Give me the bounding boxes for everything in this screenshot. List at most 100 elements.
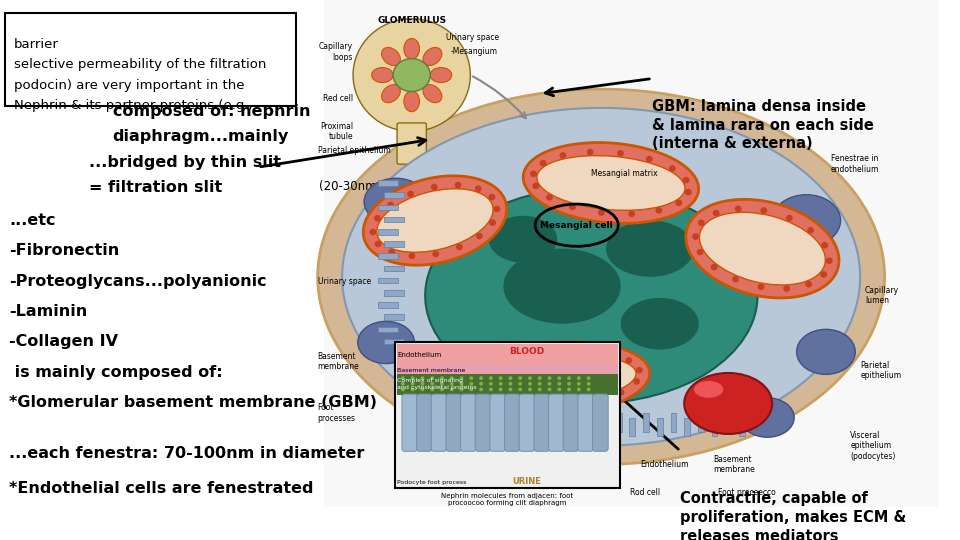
FancyBboxPatch shape [490,394,506,451]
Bar [378,278,397,284]
Text: Red cell: Red cell [323,94,353,103]
Ellipse shape [694,381,723,398]
Text: diaphragm...mainly: diaphragm...mainly [112,129,289,144]
Circle shape [401,382,405,386]
Bar [588,413,594,431]
Circle shape [409,253,416,259]
Text: Mesangial matrix: Mesangial matrix [591,169,658,178]
Text: Parietal epithelium: Parietal epithelium [318,146,391,154]
Text: Urinary space: Urinary space [445,33,499,42]
Ellipse shape [363,176,507,265]
FancyBboxPatch shape [445,394,462,451]
Bar [378,229,397,234]
Circle shape [460,382,464,386]
Circle shape [401,376,405,380]
Bar [643,413,649,431]
Circle shape [374,215,381,221]
Circle shape [528,382,532,386]
Bar [520,417,526,436]
Ellipse shape [423,85,442,103]
Bar [711,417,717,436]
Ellipse shape [503,248,621,323]
Text: proliferation, makes ECM &: proliferation, makes ECM & [681,510,906,525]
Circle shape [454,182,462,188]
Text: Mesangial cell: Mesangial cell [540,221,613,230]
Circle shape [805,281,812,287]
Ellipse shape [425,188,757,403]
Circle shape [786,215,793,221]
Circle shape [591,398,598,405]
Bar [397,345,618,365]
Bar [384,217,404,222]
Text: (20-30nm wide): (20-30nm wide) [319,180,413,193]
Circle shape [628,211,636,217]
Text: Capillary
lumen: Capillary lumen [865,286,900,305]
Text: and cytoskeletal proteins: and cytoskeletal proteins [397,385,477,390]
Circle shape [479,388,483,392]
Bar [378,180,397,186]
FancyBboxPatch shape [396,342,620,488]
Bar [534,413,540,431]
Circle shape [498,388,503,392]
Bar [378,327,397,332]
Ellipse shape [797,329,855,374]
Circle shape [528,376,532,380]
Ellipse shape [404,91,420,112]
Circle shape [617,150,624,157]
Circle shape [493,206,500,212]
Text: Foot
processes: Foot processes [318,403,355,422]
Circle shape [440,376,444,380]
Bar [384,266,404,271]
Circle shape [760,207,767,214]
Bar [384,314,404,320]
Circle shape [587,148,593,156]
Ellipse shape [381,85,400,103]
FancyBboxPatch shape [475,394,491,451]
Circle shape [430,388,434,392]
Circle shape [518,376,522,380]
Ellipse shape [523,143,699,224]
Circle shape [567,382,571,386]
Text: releases mediators: releases mediators [681,529,839,540]
Bar [324,0,938,507]
Text: from adjacent foot: from adjacent foot [112,78,281,93]
Text: Nephrin molecules from adjacen: foot
procoocoo forming clit diaphragm: Nephrin molecules from adjacen: foot pro… [442,492,573,505]
Ellipse shape [423,48,442,65]
FancyBboxPatch shape [417,394,432,451]
Bar [451,413,458,431]
Circle shape [807,227,814,233]
Circle shape [698,220,705,226]
Circle shape [697,249,704,255]
Ellipse shape [377,189,493,252]
Circle shape [822,242,828,248]
Ellipse shape [621,298,699,349]
Circle shape [569,204,576,210]
Circle shape [540,160,546,166]
FancyBboxPatch shape [402,394,418,451]
Text: Visceral
epithelium
(podocytes): Visceral epithelium (podocytes) [851,431,896,461]
Circle shape [509,388,513,392]
Circle shape [440,388,444,392]
Text: Endothelium: Endothelium [640,460,688,469]
Circle shape [577,382,581,386]
Ellipse shape [455,342,650,418]
Text: GLOMERULUS: GLOMERULUS [377,16,446,25]
Text: composed of: nephrin: composed of: nephrin [112,104,310,119]
Text: -Mesangium: -Mesangium [451,47,498,56]
FancyBboxPatch shape [397,123,426,164]
Text: GBM: lamina densa inside: GBM: lamina densa inside [652,99,866,114]
Circle shape [401,388,405,392]
Text: Basement membrane: Basement membrane [397,368,466,373]
Circle shape [587,382,590,386]
Circle shape [547,388,551,392]
Circle shape [518,382,522,386]
Circle shape [475,185,482,192]
Text: ...each fenestra: 70-100nm in diameter: ...each fenestra: 70-100nm in diameter [10,446,365,461]
Text: barrier: barrier [14,38,59,51]
Bar [547,417,553,436]
Circle shape [538,382,541,386]
Circle shape [558,376,562,380]
Circle shape [509,376,513,380]
Circle shape [587,376,590,380]
FancyBboxPatch shape [564,394,579,451]
